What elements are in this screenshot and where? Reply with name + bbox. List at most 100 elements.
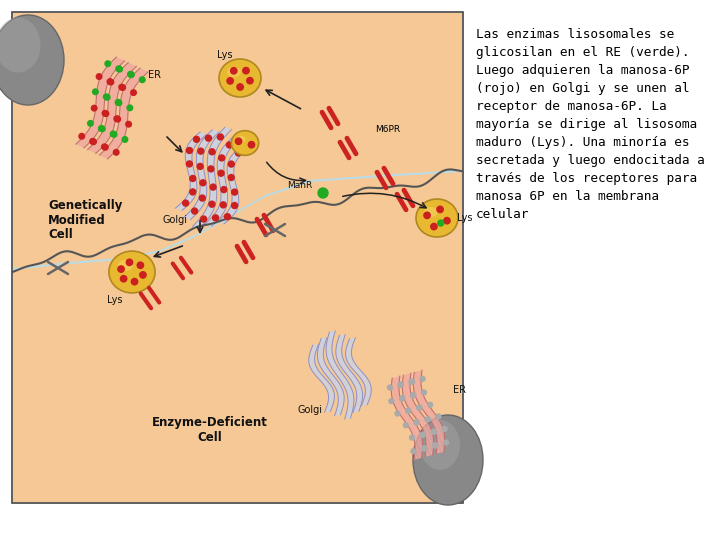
Polygon shape bbox=[423, 409, 432, 411]
Polygon shape bbox=[365, 387, 371, 388]
Polygon shape bbox=[340, 364, 346, 366]
Polygon shape bbox=[338, 338, 344, 340]
Polygon shape bbox=[219, 154, 226, 157]
Polygon shape bbox=[120, 113, 127, 119]
Polygon shape bbox=[186, 149, 193, 152]
Polygon shape bbox=[397, 408, 405, 411]
Polygon shape bbox=[130, 78, 138, 83]
Polygon shape bbox=[109, 89, 118, 94]
Polygon shape bbox=[346, 390, 353, 393]
Polygon shape bbox=[186, 151, 192, 154]
Polygon shape bbox=[220, 201, 228, 204]
Polygon shape bbox=[413, 433, 420, 436]
Polygon shape bbox=[107, 116, 115, 121]
Polygon shape bbox=[437, 438, 445, 442]
Circle shape bbox=[118, 266, 125, 272]
Polygon shape bbox=[425, 433, 433, 436]
Circle shape bbox=[115, 99, 121, 105]
Polygon shape bbox=[435, 428, 443, 431]
Polygon shape bbox=[104, 126, 113, 131]
Polygon shape bbox=[392, 376, 400, 379]
Polygon shape bbox=[240, 146, 248, 150]
Polygon shape bbox=[119, 119, 127, 124]
Polygon shape bbox=[234, 152, 242, 155]
Polygon shape bbox=[231, 155, 238, 158]
Polygon shape bbox=[402, 384, 410, 388]
Polygon shape bbox=[351, 380, 358, 381]
Polygon shape bbox=[107, 112, 116, 117]
Polygon shape bbox=[194, 224, 202, 227]
Polygon shape bbox=[330, 364, 336, 366]
Polygon shape bbox=[402, 378, 410, 381]
Polygon shape bbox=[326, 407, 332, 408]
Polygon shape bbox=[409, 425, 417, 428]
Ellipse shape bbox=[227, 67, 241, 77]
Polygon shape bbox=[218, 156, 225, 159]
Polygon shape bbox=[365, 393, 371, 395]
Circle shape bbox=[200, 180, 206, 186]
Polygon shape bbox=[228, 175, 235, 178]
Polygon shape bbox=[217, 167, 224, 170]
Polygon shape bbox=[198, 147, 205, 151]
Polygon shape bbox=[232, 198, 239, 201]
Polygon shape bbox=[215, 137, 222, 140]
Polygon shape bbox=[333, 383, 339, 384]
Polygon shape bbox=[354, 406, 361, 408]
Polygon shape bbox=[414, 454, 422, 457]
Polygon shape bbox=[345, 387, 351, 389]
Polygon shape bbox=[346, 345, 353, 347]
Polygon shape bbox=[124, 87, 132, 92]
Polygon shape bbox=[219, 206, 226, 209]
Polygon shape bbox=[190, 184, 197, 187]
Circle shape bbox=[99, 126, 105, 132]
Polygon shape bbox=[413, 434, 421, 437]
Polygon shape bbox=[325, 385, 331, 387]
Polygon shape bbox=[125, 65, 133, 70]
Polygon shape bbox=[315, 374, 322, 376]
Polygon shape bbox=[109, 98, 117, 103]
Polygon shape bbox=[347, 394, 354, 396]
Circle shape bbox=[398, 382, 403, 387]
Polygon shape bbox=[190, 180, 197, 183]
Polygon shape bbox=[340, 363, 346, 366]
Polygon shape bbox=[210, 197, 217, 201]
Polygon shape bbox=[202, 215, 209, 219]
Polygon shape bbox=[217, 208, 225, 212]
Polygon shape bbox=[186, 160, 192, 164]
Polygon shape bbox=[96, 106, 104, 112]
Polygon shape bbox=[220, 204, 226, 208]
Polygon shape bbox=[427, 413, 436, 416]
Polygon shape bbox=[120, 112, 128, 117]
Circle shape bbox=[411, 393, 416, 397]
Polygon shape bbox=[200, 190, 207, 193]
Polygon shape bbox=[217, 166, 224, 169]
Polygon shape bbox=[108, 105, 116, 111]
Polygon shape bbox=[426, 436, 433, 439]
Polygon shape bbox=[337, 342, 343, 344]
Polygon shape bbox=[194, 205, 202, 208]
Polygon shape bbox=[210, 192, 217, 195]
Circle shape bbox=[96, 74, 102, 79]
Circle shape bbox=[432, 429, 436, 434]
Polygon shape bbox=[189, 178, 197, 181]
Circle shape bbox=[107, 79, 113, 84]
Polygon shape bbox=[117, 127, 126, 132]
Polygon shape bbox=[432, 421, 440, 424]
Polygon shape bbox=[346, 350, 351, 353]
Polygon shape bbox=[435, 427, 443, 430]
Polygon shape bbox=[207, 206, 214, 210]
Polygon shape bbox=[392, 396, 400, 399]
Polygon shape bbox=[329, 362, 336, 364]
Circle shape bbox=[438, 220, 444, 226]
Circle shape bbox=[433, 443, 438, 448]
Polygon shape bbox=[231, 205, 238, 208]
Polygon shape bbox=[436, 451, 444, 454]
Polygon shape bbox=[221, 190, 228, 193]
Polygon shape bbox=[319, 343, 325, 345]
Polygon shape bbox=[318, 345, 325, 347]
Polygon shape bbox=[333, 382, 339, 384]
Polygon shape bbox=[206, 222, 214, 225]
Polygon shape bbox=[430, 418, 438, 421]
Polygon shape bbox=[204, 137, 212, 140]
Polygon shape bbox=[241, 146, 248, 148]
